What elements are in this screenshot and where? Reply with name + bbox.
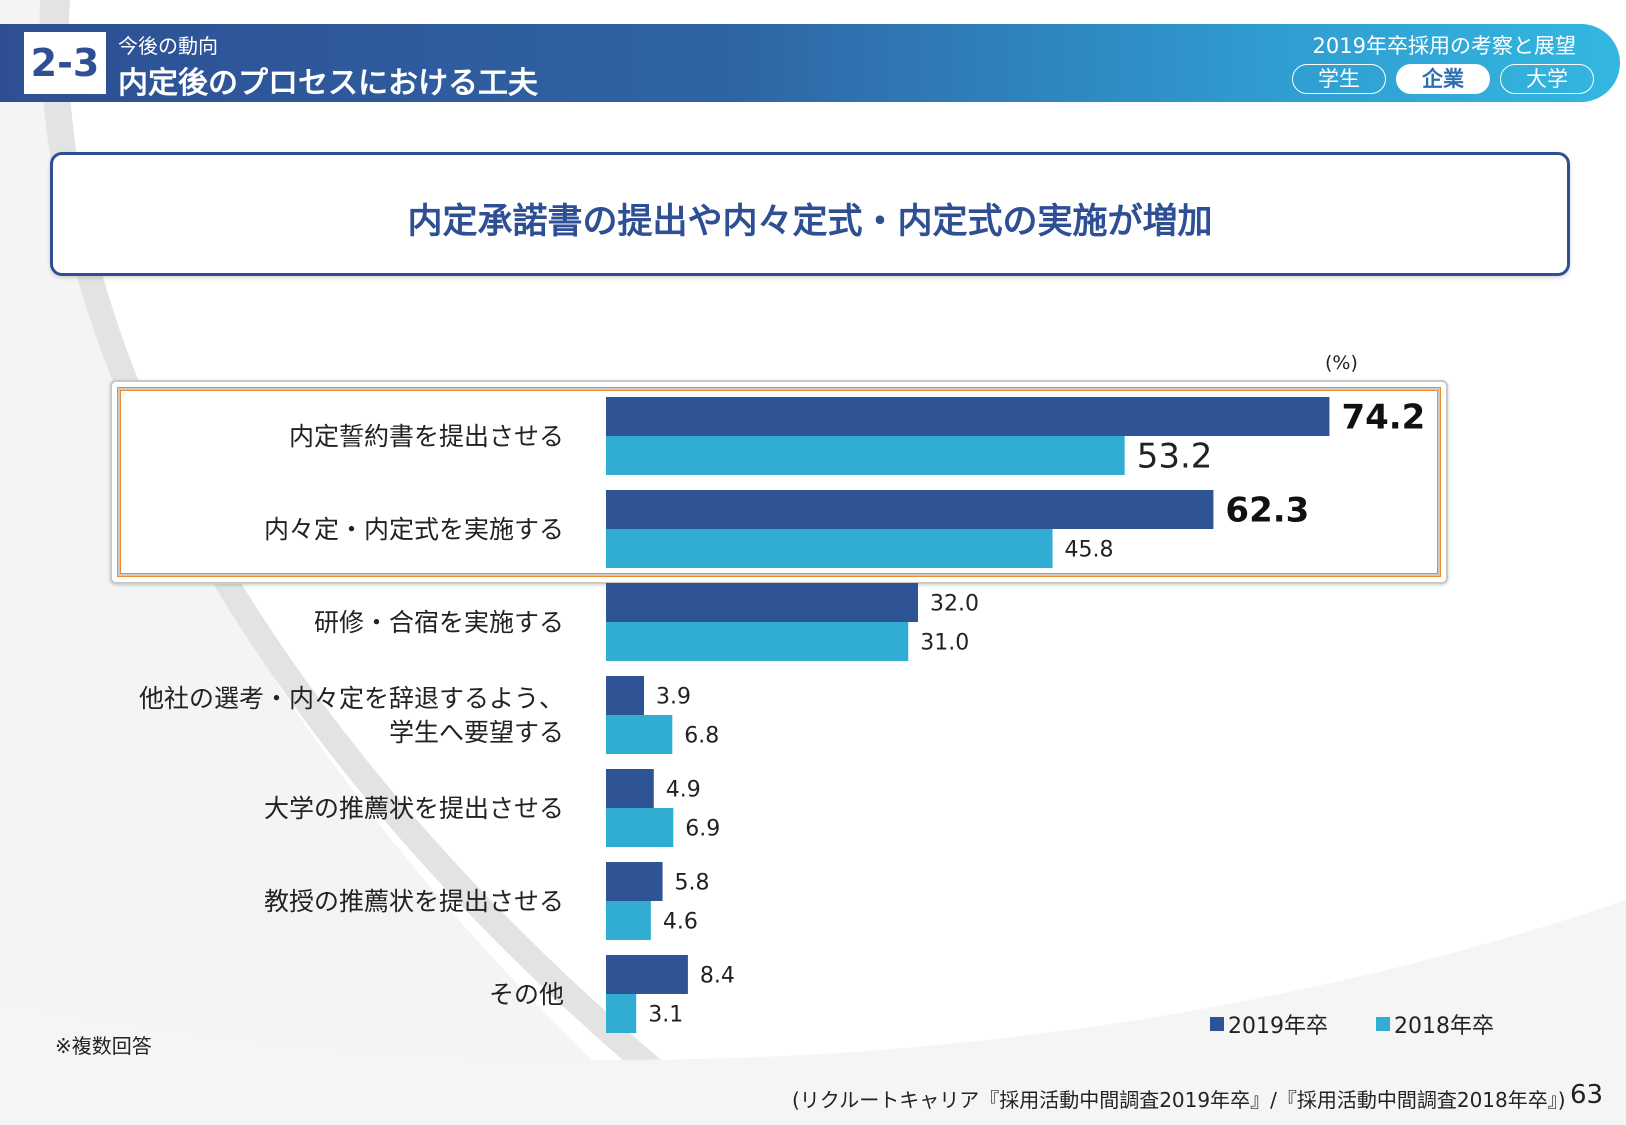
bar-2018	[606, 622, 909, 661]
section-subtitle: 今後の動向	[118, 34, 218, 58]
bar-2018	[606, 715, 673, 754]
tab-students[interactable]: 学生	[1292, 64, 1386, 94]
bar-2019	[606, 490, 1214, 529]
legend-item-2019: 2019年卒	[1210, 1008, 1328, 1040]
bar-2018	[606, 436, 1125, 475]
bar-2019	[606, 676, 645, 715]
category-label: 他社の選考・内々定を辞退するよう、	[139, 684, 564, 713]
legend-swatch-2018	[1376, 1017, 1390, 1031]
data-label: 5.8	[675, 870, 710, 895]
category-label: その他	[489, 980, 564, 1009]
legend-label-2018: 2018年卒	[1394, 1014, 1494, 1039]
category-label: 内々定・内定式を実施する	[264, 515, 564, 544]
unit-label: (%)	[1325, 352, 1358, 374]
section-number: 2-3	[24, 32, 106, 94]
data-label: 4.9	[666, 777, 701, 802]
legend-label-2019: 2019年卒	[1228, 1014, 1328, 1039]
source-citation: (リクルートキャリア『採用活動中間調査2019年卒』/『採用活動中間調査2018…	[792, 1088, 1566, 1112]
bar-2019	[606, 955, 688, 994]
bar-2018	[606, 994, 637, 1033]
footnote: ※複数回答	[55, 1034, 152, 1058]
category-label: 研修・合宿を実施する	[314, 608, 564, 637]
data-label: 3.1	[648, 1002, 683, 1027]
data-label: 45.8	[1065, 537, 1114, 562]
header-bar: 2-3 今後の動向 内定後のプロセスにおける工夫 2019年卒採用の考察と展望 …	[0, 24, 1620, 102]
chart-legend: 2019年卒 2018年卒	[1210, 1008, 1494, 1040]
bar-2018	[606, 529, 1053, 568]
bar-2019	[606, 583, 918, 622]
page-title: 内定後のプロセスにおける工夫	[118, 66, 538, 101]
audience-tabs: 学生 企業 大学	[1292, 64, 1594, 94]
data-label: 3.9	[656, 684, 691, 709]
legend-item-2018: 2018年卒	[1376, 1008, 1494, 1040]
bar-2018	[606, 808, 674, 847]
data-label: 53.2	[1137, 437, 1213, 477]
data-label: 6.8	[684, 723, 719, 748]
bar-2019	[606, 862, 663, 901]
tab-companies[interactable]: 企業	[1396, 64, 1490, 94]
data-label: 74.2	[1341, 398, 1425, 438]
data-label: 6.9	[685, 816, 720, 841]
category-label: 学生へ要望する	[389, 718, 564, 747]
tab-universities[interactable]: 大学	[1500, 64, 1594, 94]
data-label: 62.3	[1225, 491, 1309, 531]
legend-swatch-2019	[1210, 1017, 1224, 1031]
bar-2019	[606, 397, 1330, 436]
category-label: 教授の推薦状を提出させる	[264, 887, 564, 916]
headline-text: 内定承諾書の提出や内々定式・内定式の実施が増加	[407, 202, 1213, 242]
bar-2019	[606, 769, 654, 808]
data-label: 32.0	[930, 591, 979, 616]
category-label: 大学の推薦状を提出させる	[264, 794, 564, 823]
data-label: 8.4	[700, 963, 735, 988]
bar-2018	[606, 901, 651, 940]
data-label: 4.6	[663, 909, 698, 934]
page-number: 63	[1570, 1080, 1604, 1110]
highlight-inner-border	[118, 388, 1440, 576]
headline-box: 内定承諾書の提出や内々定式・内定式の実施が増加	[50, 152, 1570, 276]
data-label: 31.0	[920, 630, 969, 655]
category-label: 内定誓約書を提出させる	[289, 422, 564, 451]
report-title: 2019年卒採用の考察と展望	[1312, 34, 1576, 58]
